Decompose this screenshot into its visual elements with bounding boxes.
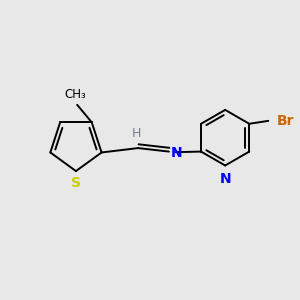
Text: N: N [170,146,182,160]
Text: CH₃: CH₃ [65,88,87,101]
Text: N: N [219,172,231,186]
Text: H: H [132,127,141,140]
Text: S: S [71,176,81,190]
Text: Br: Br [277,114,294,128]
